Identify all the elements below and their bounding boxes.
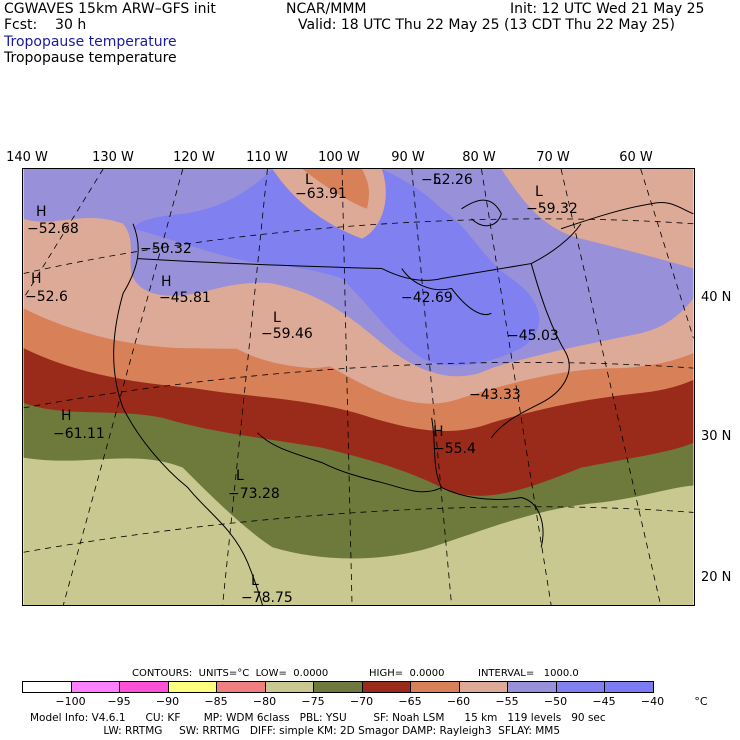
map-label-value: −73.28 xyxy=(228,486,280,502)
map-label-value: −45.03 xyxy=(507,328,559,344)
map-label-value: −50.32 xyxy=(140,241,192,257)
colorbar-swatch xyxy=(458,681,508,693)
map-label-value: −42.69 xyxy=(401,290,453,306)
field-title-secondary: Tropopause temperature xyxy=(4,50,177,66)
map-label-hl: H xyxy=(161,274,172,290)
lon-label: 140 W xyxy=(6,150,48,165)
colorbar-label: −90 xyxy=(155,695,180,708)
colorbar-swatch xyxy=(70,681,120,693)
lon-label: 90 W xyxy=(391,150,425,165)
zone-northeast-salmon xyxy=(501,169,694,269)
contour-high: HIGH= 0.0000 xyxy=(369,668,445,679)
lon-label: 60 W xyxy=(619,150,653,165)
map-label-hl: H xyxy=(36,204,47,220)
colorbar-label: −85 xyxy=(204,695,228,708)
lon-label: 110 W xyxy=(246,150,288,165)
map-canvas xyxy=(23,168,694,606)
map-label-value: −61.11 xyxy=(53,426,105,442)
map-label-value: −55.4 xyxy=(433,441,476,457)
colorbar-swatch xyxy=(361,681,411,693)
map-label-hl: H xyxy=(433,424,444,440)
forecast-hour: Fcst: 30 h xyxy=(4,17,87,33)
map-label-hl: L xyxy=(236,468,244,484)
map-label-value: −52.26 xyxy=(421,172,473,188)
lon-label: 80 W xyxy=(462,150,496,165)
colorbar-label: °C xyxy=(694,695,708,708)
colorbar-swatch xyxy=(313,681,363,693)
map-label-value: −52.68 xyxy=(27,221,79,237)
map-label-value: −78.75 xyxy=(241,590,293,606)
contour-units: CONTOURS: UNITS=°C LOW= 0.0000 xyxy=(132,668,329,679)
graticule xyxy=(23,168,694,606)
map-label-hl: L xyxy=(273,310,281,326)
coastlines xyxy=(113,199,694,606)
colorbar-label: −40 xyxy=(640,695,665,708)
map-label-hl: L xyxy=(251,573,259,589)
colorbar-label: −55 xyxy=(495,695,519,708)
colorbar-label: −60 xyxy=(446,695,471,708)
init-time: Init: 12 UTC Wed 21 May 25 xyxy=(510,1,705,17)
lat-label: 20 N xyxy=(701,570,732,585)
map-label-hl: H xyxy=(31,271,42,287)
lon-label: 70 W xyxy=(536,150,570,165)
map-label-value: −52.6 xyxy=(25,289,68,305)
map-label-value: −59.32 xyxy=(526,201,578,217)
model-info-line-1: Model Info: V4.6.1 CU: KF MP: WDM 6class… xyxy=(30,712,606,724)
model-info-line-2: LW: RRTMG SW: RRTMG DIFF: simple KM: 2D … xyxy=(30,725,561,737)
colorbar-swatch xyxy=(119,681,169,693)
field-title-primary: Tropopause temperature xyxy=(4,34,177,50)
colorbar-swatch xyxy=(555,681,605,693)
contour-interval: INTERVAL= 1000.0 xyxy=(478,668,579,679)
colorbar-swatch xyxy=(410,681,460,693)
colorbar-label: −75 xyxy=(301,695,325,708)
map-label-hl: L xyxy=(305,172,313,188)
map-label-hl: L xyxy=(535,184,543,200)
map-label-value: −45.81 xyxy=(159,290,211,306)
colorbar-swatch xyxy=(507,681,557,693)
colorbar-label: −80 xyxy=(252,695,277,708)
colorbar-label: −45 xyxy=(592,695,616,708)
colorbar-swatch xyxy=(604,681,654,693)
colorbar-swatch xyxy=(167,681,217,693)
lon-label: 120 W xyxy=(173,150,215,165)
colorbar-swatch xyxy=(22,681,72,693)
colorbar-label: −95 xyxy=(107,695,131,708)
zone-canada-orange xyxy=(302,169,370,209)
lat-label: 30 N xyxy=(701,429,732,444)
colorbar-swatch xyxy=(264,681,314,693)
colorbar-label: −70 xyxy=(349,695,374,708)
lon-label: 130 W xyxy=(92,150,134,165)
center-label: NCAR/MMM xyxy=(286,1,367,17)
colorbar-swatch xyxy=(216,681,266,693)
valid-time: Valid: 18 UTC Thu 22 May 25 (13 CDT Thu … xyxy=(298,17,676,33)
zone-interior-salmon xyxy=(222,306,355,369)
lat-label: 40 N xyxy=(701,290,732,305)
lon-label: 100 W xyxy=(318,150,360,165)
colorbar-label: −50 xyxy=(543,695,568,708)
colorbar-label: −65 xyxy=(398,695,422,708)
map-label-hl: L xyxy=(433,172,441,188)
map-label-value: −59.46 xyxy=(261,326,313,342)
map-label-value: −43.33 xyxy=(469,387,521,403)
model-title: CGWAVES 15km ARW–GFS init xyxy=(4,1,216,17)
colorbar-label: −100 xyxy=(55,695,86,708)
tropopause-temperature-map: L −63.91 L −52.26 L −59.32 H −52.68 −50.… xyxy=(22,168,695,606)
map-label-hl: H xyxy=(61,408,72,424)
map-label-value: −63.91 xyxy=(295,186,347,202)
